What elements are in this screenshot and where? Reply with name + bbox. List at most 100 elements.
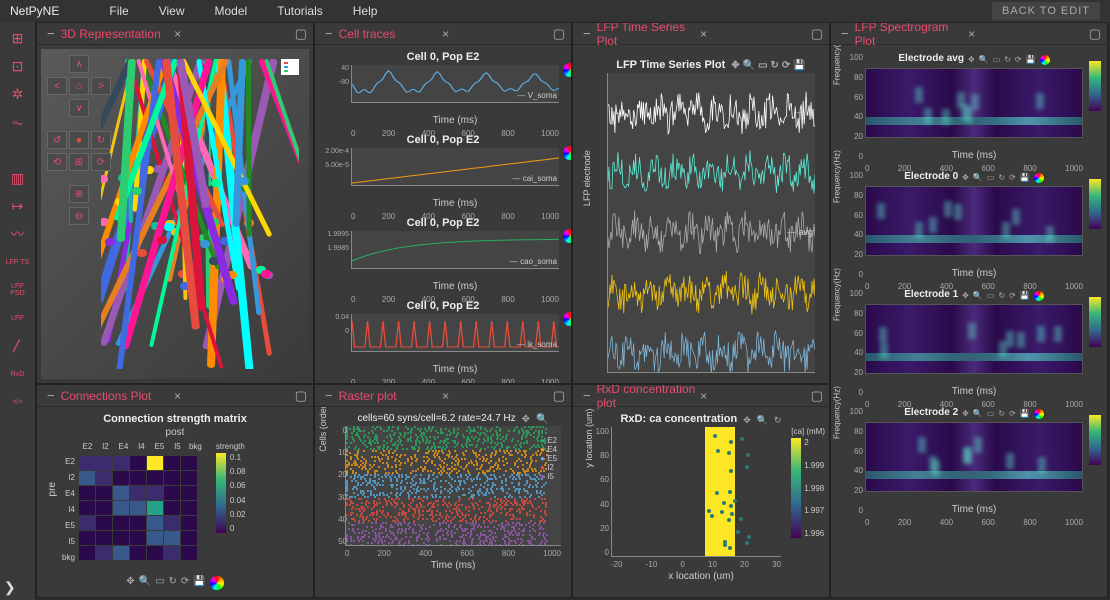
nav-home-icon[interactable]: ⌂ <box>69 77 89 95</box>
back-to-edit-button[interactable]: BACK TO EDIT <box>992 2 1100 20</box>
wave-icon[interactable]: 〰 <box>6 224 30 244</box>
menu-help[interactable]: Help <box>353 4 378 18</box>
lfp-psd[interactable]: LFP PSD <box>6 280 30 300</box>
zoom-icon[interactable]: 🔍 <box>743 60 755 71</box>
maximize-icon[interactable]: ▢ <box>811 388 823 404</box>
code-icon[interactable]: </> <box>6 392 30 412</box>
nav-down-icon[interactable]: ∨ <box>69 99 89 117</box>
save-icon[interactable]: 💾 <box>1026 55 1036 64</box>
zoom-icon[interactable]: 🔍 <box>979 55 989 64</box>
close-icon[interactable]: × <box>700 389 707 403</box>
minimize-icon[interactable]: − <box>583 26 591 41</box>
legend-toggle-icon[interactable] <box>281 59 299 75</box>
zoom-icon[interactable]: 🔍 <box>139 576 151 590</box>
lfp-box[interactable]: LFP <box>6 308 30 328</box>
lasso-icon[interactable]: ↻ <box>1004 55 1011 64</box>
spectrogram-image[interactable] <box>865 186 1083 256</box>
lfp-ts[interactable]: LFP TS <box>6 252 30 272</box>
3d-viewport[interactable]: ∧ <⌂> ∨ ↺●↻ ⟲⊞⟳ ⊕ ⊖ <box>41 49 309 379</box>
box-icon[interactable]: ▭ <box>987 291 995 300</box>
rxd-icon[interactable]: RxD <box>6 364 30 384</box>
refresh-icon[interactable]: ⟳ <box>1009 291 1016 300</box>
menu-view[interactable]: View <box>159 4 185 18</box>
network-icon[interactable]: ⊞ <box>6 28 30 48</box>
maximize-icon[interactable]: ▢ <box>1089 26 1101 42</box>
pan-icon[interactable]: ✥ <box>731 60 739 71</box>
record-icon[interactable]: ● <box>69 131 89 149</box>
reload-icon[interactable]: ⟲ <box>47 153 67 171</box>
close-icon[interactable]: × <box>442 27 449 41</box>
color-wheel-icon[interactable] <box>210 576 224 590</box>
save-icon[interactable]: 💾 <box>793 60 805 71</box>
nav-right-icon[interactable]: > <box>91 77 111 95</box>
spectrogram-image[interactable] <box>865 422 1083 492</box>
lasso-icon[interactable]: ↻ <box>771 60 779 71</box>
zoom-in-icon[interactable]: ⊕ <box>69 185 89 203</box>
box-icon[interactable]: ▭ <box>993 55 1001 64</box>
maximize-icon[interactable]: ▢ <box>553 26 565 42</box>
minimize-icon[interactable]: − <box>325 388 333 403</box>
divider[interactable] <box>6 140 30 160</box>
maximize-icon[interactable]: ▢ <box>295 26 307 42</box>
cells-icon[interactable]: ⊡ <box>6 56 30 76</box>
refresh-icon[interactable]: ⟳ <box>181 576 189 590</box>
lasso-icon[interactable]: ↻ <box>169 576 177 590</box>
save-icon[interactable]: 💾 <box>193 576 205 590</box>
rotate-cw-icon[interactable]: ↻ <box>91 131 111 149</box>
pan-icon[interactable]: ✥ <box>962 173 969 182</box>
menu-tutorials[interactable]: Tutorials <box>277 4 323 18</box>
save-icon[interactable]: 💾 <box>1020 409 1030 418</box>
maximize-icon[interactable]: ▢ <box>811 26 823 42</box>
zoom-icon[interactable]: 🔍 <box>973 409 983 418</box>
save-icon[interactable]: 💾 <box>1020 173 1030 182</box>
refresh-icon[interactable]: ⟳ <box>1009 173 1016 182</box>
zoom-icon[interactable]: 🔍 <box>973 291 983 300</box>
minimize-icon[interactable]: − <box>841 26 849 41</box>
expand-icon[interactable]: ⊞ <box>69 153 89 171</box>
close-icon[interactable]: × <box>174 27 181 41</box>
nav-up-icon[interactable]: ∧ <box>69 55 89 73</box>
save-icon[interactable]: 💾 <box>1020 291 1030 300</box>
lasso-icon[interactable]: ↻ <box>998 409 1005 418</box>
color-wheel-icon[interactable] <box>1040 55 1050 65</box>
refresh-icon[interactable]: ⟳ <box>782 60 790 71</box>
minimize-icon[interactable]: − <box>47 388 55 403</box>
refresh-icon[interactable]: ⟳ <box>1015 55 1022 64</box>
neuron-icon[interactable]: ✲ <box>6 84 30 104</box>
color-wheel-icon[interactable] <box>563 229 571 243</box>
color-wheel-icon[interactable] <box>1034 291 1044 301</box>
pan-icon[interactable]: ✥ <box>522 414 530 425</box>
zoom-icon[interactable]: 🔍 <box>757 415 768 426</box>
close-icon[interactable]: × <box>968 27 975 41</box>
bars-icon[interactable]: ▥ <box>6 168 30 188</box>
expand-sidebar-icon[interactable]: ❯ <box>4 579 16 596</box>
menu-model[interactable]: Model <box>215 4 248 18</box>
pan-icon[interactable]: ✥ <box>962 291 969 300</box>
zoom-icon[interactable]: 🔍 <box>973 173 983 182</box>
close-icon[interactable]: × <box>174 389 181 403</box>
pan-icon[interactable]: ✥ <box>962 409 969 418</box>
color-wheel-icon[interactable] <box>563 63 571 77</box>
close-icon[interactable]: × <box>700 27 707 41</box>
reload2-icon[interactable]: ⟳ <box>91 153 111 171</box>
pan-icon[interactable]: ✥ <box>743 415 751 426</box>
pan-icon[interactable]: ✥ <box>126 576 134 590</box>
lasso-icon[interactable]: ↻ <box>998 173 1005 182</box>
zoom-out-icon[interactable]: ⊖ <box>69 207 89 225</box>
zoom-icon[interactable]: 🔍 <box>536 414 548 425</box>
arrow-icon[interactable]: ↦ <box>6 196 30 216</box>
pulse-icon[interactable]: ⏦ <box>6 112 30 132</box>
raster-plot[interactable] <box>345 426 561 546</box>
line-icon[interactable]: 〳 <box>6 336 30 356</box>
minimize-icon[interactable]: − <box>583 388 591 403</box>
box-icon[interactable]: ▭ <box>987 409 995 418</box>
color-wheel-icon[interactable] <box>563 312 571 326</box>
box-icon[interactable]: ▭ <box>758 60 767 71</box>
rotate-ccw-icon[interactable]: ↺ <box>47 131 67 149</box>
spectrogram-image[interactable] <box>865 304 1083 374</box>
box-icon[interactable]: ▭ <box>155 576 164 590</box>
pan-icon[interactable]: ✥ <box>968 55 975 64</box>
refresh-icon[interactable]: ⟳ <box>1009 409 1016 418</box>
minimize-icon[interactable]: − <box>47 26 55 41</box>
menu-file[interactable]: File <box>109 4 128 18</box>
